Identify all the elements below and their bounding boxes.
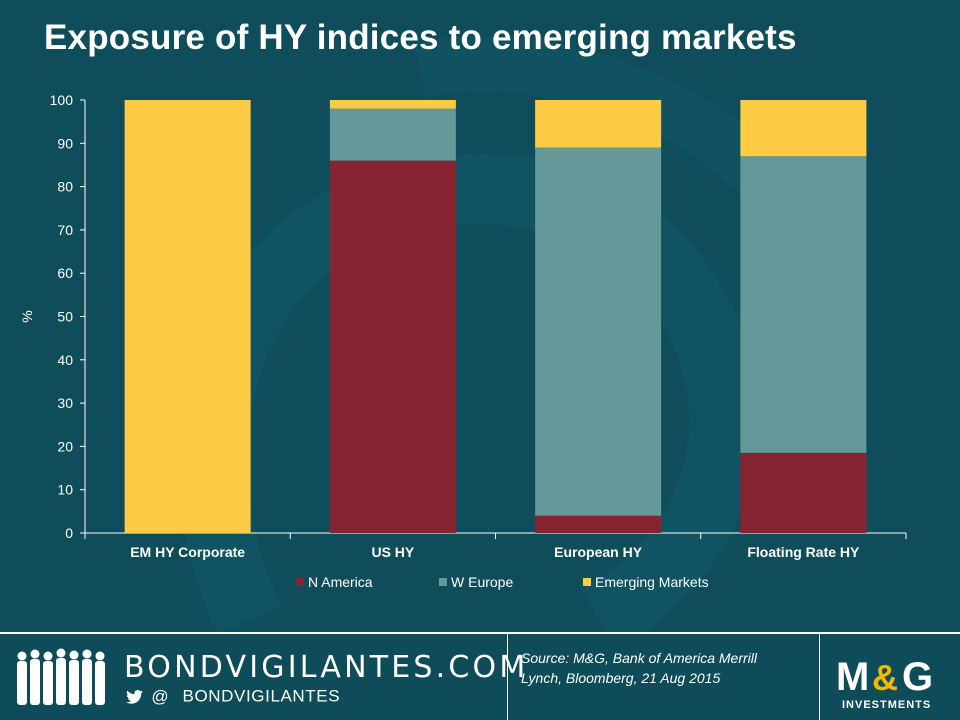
bar-n-america-1	[329, 160, 456, 533]
svg-text:&: &	[872, 657, 898, 698]
stacked-bar-chart: 0 10 20 30 40 50 60 70 80 90 100% EM HY Corporate US…	[19, 92, 907, 590]
twitter-icon	[126, 689, 143, 704]
legend-entry: W Europe	[451, 574, 513, 590]
y-tick-label: 30	[57, 395, 73, 411]
svg-text:M: M	[836, 655, 867, 699]
svg-text:G: G	[902, 655, 933, 699]
people-silhouette-icon	[17, 648, 105, 705]
y-tick-label: 90	[57, 135, 73, 151]
x-tick-label: European HY	[554, 544, 643, 560]
chart-title: Exposure of HY indices to emerging marke…	[44, 18, 797, 57]
y-tick-label: 20	[57, 438, 73, 454]
y-tick-label: 40	[57, 352, 73, 368]
bar-emerging-markets-3	[740, 100, 867, 157]
y-tick-label: 50	[57, 309, 73, 325]
brand-text[interactable]: BONDVIGILANTES.COM	[124, 650, 529, 685]
legend-swatch	[296, 578, 304, 586]
legend-entry: N America	[308, 574, 373, 590]
x-tick-label: Floating Rate HY	[747, 544, 860, 560]
x-tick-label: EM HY Corporate	[130, 544, 245, 560]
bar-w-europe-1	[329, 108, 456, 161]
bar-n-america-3	[740, 452, 867, 533]
y-tick-label: 0	[65, 525, 73, 541]
footer: BONDVIGILANTES.COM @ BONDVIGILANTES Sour…	[0, 632, 960, 720]
source-line-1: Source: M&G, Bank of America Merrill	[521, 650, 757, 666]
twitter-handle-row[interactable]: @ BONDVIGILANTES	[126, 686, 340, 707]
bar-n-america-2	[535, 515, 662, 533]
legend-swatch	[439, 578, 447, 586]
source-line-2: Lynch, Bloomberg, 21 Aug 2015	[521, 670, 721, 686]
y-tick-label: 80	[57, 179, 73, 195]
bar-emerging-markets-1	[329, 100, 456, 109]
y-axis-label: %	[19, 310, 35, 322]
footer-divider-right	[819, 634, 820, 720]
legend-swatch	[583, 578, 591, 586]
y-tick-label: 10	[57, 482, 73, 498]
mg-investments-logo: M & G INVESTMENTS	[836, 655, 933, 711]
svg-text:INVESTMENTS: INVESTMENTS	[842, 699, 931, 711]
y-tick-label: 70	[57, 222, 73, 238]
source-note: Source: M&G, Bank of America Merrill Lyn…	[521, 648, 811, 688]
bar-w-europe-2	[535, 147, 662, 516]
bar-w-europe-3	[740, 156, 867, 453]
legend-entry: Emerging Markets	[595, 574, 709, 590]
bar-emerging-markets-2	[535, 100, 662, 148]
at-sign: @	[151, 686, 170, 706]
footer-divider-left	[507, 634, 508, 720]
y-tick-label: 100	[50, 92, 74, 108]
x-tick-label: US HY	[371, 544, 414, 560]
bar-emerging-markets-0	[124, 100, 251, 533]
twitter-handle: BONDVIGILANTES	[182, 686, 341, 706]
y-tick-label: 60	[57, 265, 73, 281]
